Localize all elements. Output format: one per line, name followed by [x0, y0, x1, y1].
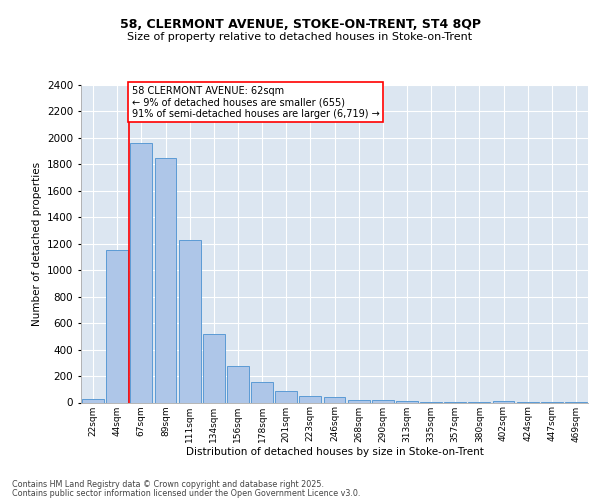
Text: Size of property relative to detached houses in Stoke-on-Trent: Size of property relative to detached ho…: [127, 32, 473, 42]
Bar: [275, 390, 297, 402]
Bar: [323, 397, 346, 402]
Bar: [179, 240, 200, 402]
Bar: [227, 366, 249, 403]
Bar: [299, 396, 321, 402]
Text: Contains public sector information licensed under the Open Government Licence v3: Contains public sector information licen…: [12, 488, 361, 498]
Bar: [251, 382, 273, 402]
Bar: [155, 158, 176, 402]
Text: 58 CLERMONT AVENUE: 62sqm
← 9% of detached houses are smaller (655)
91% of semi-: 58 CLERMONT AVENUE: 62sqm ← 9% of detach…: [132, 86, 379, 119]
Bar: [348, 400, 370, 402]
Bar: [130, 143, 152, 403]
Bar: [203, 334, 224, 402]
Bar: [372, 400, 394, 402]
Y-axis label: Number of detached properties: Number of detached properties: [32, 162, 41, 326]
Text: 58, CLERMONT AVENUE, STOKE-ON-TRENT, ST4 8QP: 58, CLERMONT AVENUE, STOKE-ON-TRENT, ST4…: [119, 18, 481, 30]
X-axis label: Distribution of detached houses by size in Stoke-on-Trent: Distribution of detached houses by size …: [185, 447, 484, 457]
Bar: [106, 250, 128, 402]
Text: Contains HM Land Registry data © Crown copyright and database right 2025.: Contains HM Land Registry data © Crown c…: [12, 480, 324, 489]
Bar: [82, 399, 104, 402]
Bar: [493, 401, 514, 402]
